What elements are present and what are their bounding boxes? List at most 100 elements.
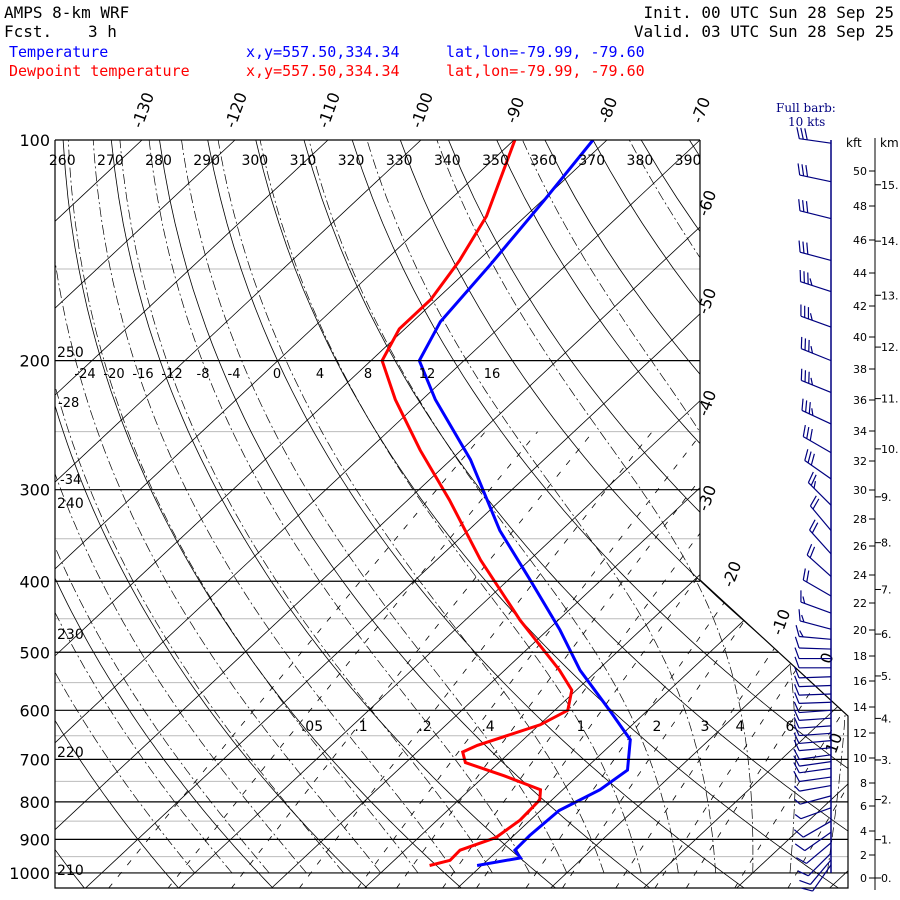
wind-barb-feather xyxy=(798,199,801,211)
wind-barb-staff xyxy=(798,684,832,688)
isotherm xyxy=(55,140,329,888)
wind-barb-feather xyxy=(805,165,809,177)
wind-barb-feather xyxy=(810,474,817,486)
mixing-ratio-line xyxy=(167,431,538,888)
wind-barb-feather xyxy=(794,692,800,704)
isotherm xyxy=(177,140,848,888)
wind-barb-feather xyxy=(794,785,800,792)
wind-barb-feather xyxy=(809,428,813,441)
dry-adiabat xyxy=(255,140,840,888)
wind-barb-feather xyxy=(798,240,801,253)
barb-key-line2: 10 kts xyxy=(788,115,826,129)
pressure-tick-label: 500 xyxy=(19,643,50,662)
kft-tick-label: 40 xyxy=(853,331,867,344)
wind-barb-feather xyxy=(794,656,800,669)
kft-tick-label: 16 xyxy=(853,675,867,688)
wind-barb-feather xyxy=(810,345,814,354)
kft-tick-label: 34 xyxy=(853,425,867,438)
mixing-ratio-label: 6 xyxy=(786,719,795,735)
kft-tick-label: 6 xyxy=(860,800,867,813)
kft-tick-label: 36 xyxy=(853,394,867,407)
km-tick-label: 3. xyxy=(881,754,892,767)
wind-barbs xyxy=(793,127,832,892)
wind-barb-staff xyxy=(799,767,832,774)
theta-label: 370 xyxy=(578,153,605,169)
valid-time: Valid. 03 UTC Sun 28 Sep 25 xyxy=(633,22,894,41)
mixing-ratio-label: .4 xyxy=(481,719,494,735)
wind-barb-staff xyxy=(799,732,832,737)
km-tick-label: 1. xyxy=(881,834,892,847)
wind-barb-staff xyxy=(799,784,832,792)
wind-barb-feather xyxy=(809,519,816,531)
wind-barb-feather xyxy=(802,568,806,581)
wind-barb-staff xyxy=(799,620,832,630)
mixing-ratio-line xyxy=(108,431,486,888)
legend-dewpoint-name: Dewpoint temperature xyxy=(9,62,190,80)
wind-barb-feather xyxy=(802,596,806,604)
isotherm-label-right: -40 xyxy=(693,388,720,419)
isotherm-label-top: -120 xyxy=(221,90,251,131)
km-tick-label: 4. xyxy=(881,712,892,725)
theta-label: 300 xyxy=(241,153,268,169)
wind-barb-staff xyxy=(798,701,832,704)
kft-tick-label: 38 xyxy=(853,363,867,376)
moist-adiabat xyxy=(55,140,270,874)
wind-barb-staff xyxy=(801,409,832,425)
wind-barb-feather xyxy=(809,313,813,321)
moist-adiabat xyxy=(119,140,493,874)
theta-label: 310 xyxy=(290,153,317,169)
wind-barb-staff xyxy=(800,807,832,820)
mixing-ratio-label: 2 xyxy=(653,719,662,735)
pressure-tick-label: 300 xyxy=(19,481,50,500)
wind-barb-staff xyxy=(799,747,832,752)
theta-label: 340 xyxy=(434,153,461,169)
theta-label: 330 xyxy=(386,153,413,169)
isotherm xyxy=(0,140,49,888)
moist-adiabat xyxy=(55,140,233,874)
kft-tick-label: 14 xyxy=(853,701,867,714)
moist-adiabat-label: 16 xyxy=(484,367,501,382)
wind-barb-staff xyxy=(809,505,832,531)
isotherm-label-top: -100 xyxy=(407,90,437,131)
moist-adiabat xyxy=(55,140,307,874)
km-tick-label: 8. xyxy=(881,537,892,550)
moist-adiabat xyxy=(259,140,642,873)
isotherm xyxy=(55,140,422,888)
isotherm-label-right: -20 xyxy=(718,559,745,590)
kft-tick-label: 18 xyxy=(853,650,867,663)
kft-tick-label: 26 xyxy=(853,540,867,553)
wind-barb-staff xyxy=(802,820,832,838)
theta-label: 260 xyxy=(49,153,76,169)
kft-tick-label: 4 xyxy=(860,825,867,838)
moist-adiabat xyxy=(522,140,796,873)
mixing-ratio-line xyxy=(734,431,848,888)
theta-label: 320 xyxy=(338,153,365,169)
wind-barb-feather xyxy=(806,543,813,556)
moist-adiabat xyxy=(148,140,530,874)
km-tick-label: 2. xyxy=(881,794,892,807)
pressure-tick-label: 900 xyxy=(19,830,50,849)
km-tick-label: 15. xyxy=(881,179,899,192)
theta-label-left: 220 xyxy=(57,745,84,761)
wind-barb-staff xyxy=(806,842,832,864)
wind-barb-feather xyxy=(811,522,819,534)
wind-barb-staff xyxy=(799,795,832,805)
dry-adiabat xyxy=(448,140,848,888)
wind-barb-feather xyxy=(794,843,806,852)
wind-barb-staff xyxy=(799,754,832,760)
dry-adiabat xyxy=(544,140,848,888)
legend-temperature-xy: x,y=557.50,334.34 xyxy=(246,43,400,61)
km-tick-label: 0. xyxy=(881,872,892,885)
wind-barb-staff xyxy=(799,138,832,144)
wind-barb-feather xyxy=(809,278,813,286)
kft-tick-label: 10 xyxy=(853,752,867,765)
theta-label: 380 xyxy=(627,153,654,169)
wind-barb-feather xyxy=(804,449,809,461)
mixing-ratio-line xyxy=(685,431,848,888)
wind-barb-feather xyxy=(796,857,807,864)
km-tick-label: 12. xyxy=(881,341,899,354)
kft-tick-label: 2 xyxy=(860,849,867,862)
km-tick-label: 14. xyxy=(881,235,899,248)
wind-barb-feather xyxy=(801,614,805,623)
theta-label: 390 xyxy=(675,153,702,169)
